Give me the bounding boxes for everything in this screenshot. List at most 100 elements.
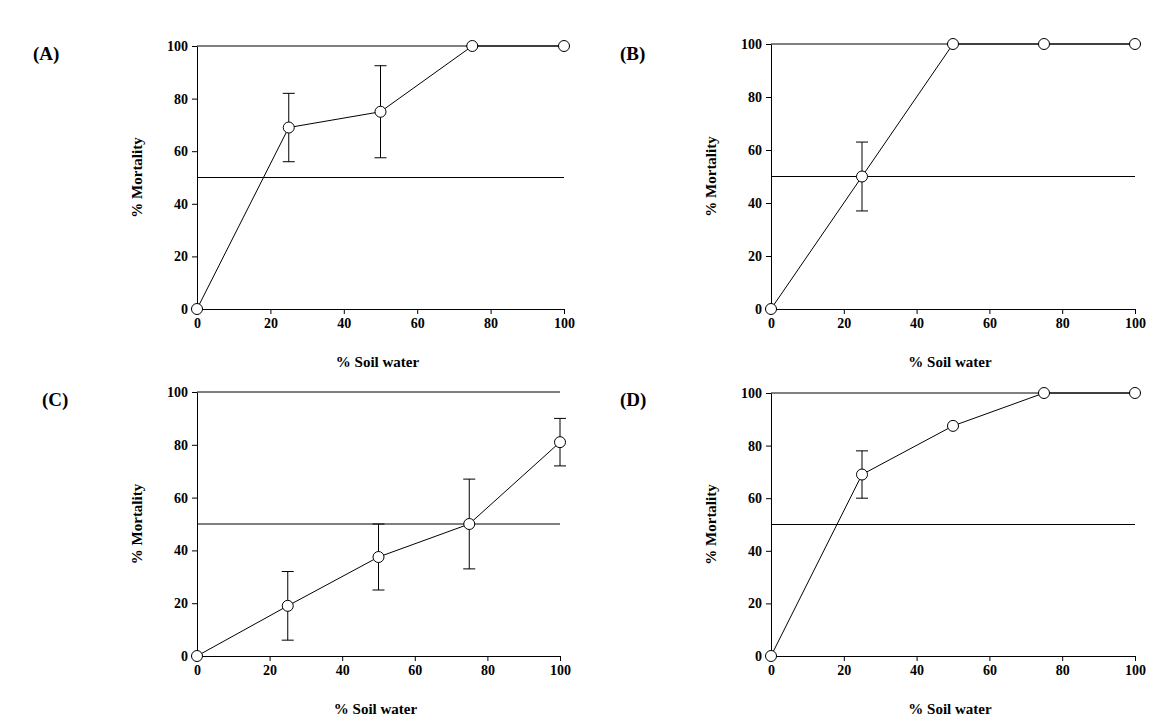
error-bar (375, 66, 387, 158)
tick-mark (487, 656, 488, 661)
tick-label: 100 (1125, 316, 1146, 331)
data-point (467, 41, 478, 52)
error-bar (283, 93, 295, 161)
tick-mark (417, 309, 418, 314)
tick: 20 (837, 309, 851, 331)
tick-mark (766, 393, 771, 394)
error-bar (282, 572, 294, 641)
tick-label: 40 (748, 196, 762, 211)
tick-label: 20 (748, 596, 762, 611)
tick-label: 80 (484, 316, 498, 331)
plot-area (765, 39, 1141, 315)
tick-mark (766, 498, 771, 499)
x-axis-line (198, 656, 561, 657)
tick-label: 20 (264, 316, 278, 331)
error-bar (856, 142, 868, 211)
data-point (766, 304, 777, 315)
tick: 80 (748, 90, 771, 105)
tick-mark (192, 603, 197, 604)
tick-mark (560, 656, 561, 661)
tick-label: 40 (174, 197, 188, 212)
tick: 60 (408, 656, 422, 678)
tick: 100 (1125, 309, 1146, 331)
tick-mark (564, 309, 565, 314)
panel: 020406080100020406080100% Soil water% Mo… (620, 37, 1146, 370)
data-line (197, 46, 564, 309)
threshold-line (771, 176, 1135, 177)
tick-label: 40 (336, 663, 350, 678)
tick: 40 (748, 544, 771, 559)
plot-area (765, 388, 1141, 662)
tick-label: 80 (1056, 316, 1070, 331)
x-axis: 020406080100 (768, 309, 1146, 331)
tick-mark (192, 256, 197, 257)
data-point (1130, 39, 1141, 50)
data-point (857, 469, 868, 480)
tick-mark (766, 256, 771, 257)
tick: 80 (1056, 309, 1070, 331)
tick-label: 80 (1056, 663, 1070, 678)
data-point (766, 651, 777, 662)
tick-label: 40 (337, 316, 351, 331)
data-point (555, 437, 566, 448)
tick: 80 (1056, 656, 1070, 678)
x-axis-title: % Soil water (336, 354, 420, 370)
tick-label: 40 (910, 316, 924, 331)
x-axis-line (772, 656, 1136, 657)
tick-mark (192, 392, 197, 393)
panel-label: (B) (620, 43, 645, 65)
tick-label: 40 (748, 544, 762, 559)
tick: 80 (484, 309, 498, 331)
tick: 100 (741, 37, 771, 52)
tick-label: 80 (174, 92, 188, 107)
panel: 020406080100020406080100% Soil water% Mo… (620, 386, 1146, 717)
plot-frame-top (197, 392, 560, 393)
tick-mark (844, 309, 845, 314)
data-point (1039, 388, 1050, 399)
tick-mark (192, 498, 197, 499)
tick-label: 60 (411, 316, 425, 331)
x-axis-title: % Soil water (908, 701, 992, 717)
tick: 20 (748, 249, 771, 264)
tick-label: 60 (408, 663, 422, 678)
tick-label: 20 (263, 663, 277, 678)
tick-mark (1062, 656, 1063, 661)
figure: 0 20 40 60 80 100 0 20 40 60 80 100 % Soil water % Mo… (0, 0, 1175, 727)
tick: 80 (174, 438, 197, 453)
tick-mark (766, 551, 771, 552)
tick: 60 (748, 143, 771, 158)
tick-mark (1135, 309, 1136, 314)
tick-label: 60 (748, 143, 762, 158)
tick-label: 0 (755, 649, 762, 664)
tick-mark (342, 656, 343, 661)
data-point (1039, 39, 1050, 50)
tick-label: 0 (194, 663, 201, 678)
data-point (375, 106, 386, 117)
tick-mark (766, 603, 771, 604)
tick: 100 (167, 39, 197, 54)
tick-label: 60 (983, 316, 997, 331)
error-bar (463, 479, 475, 569)
tick: 40 (174, 197, 197, 212)
panel: 020406080100020406080100% Soil water% Mo… (42, 385, 571, 717)
tick: 60 (174, 144, 197, 159)
error-bar (554, 418, 566, 466)
tick-label: 100 (167, 385, 188, 400)
tick-mark (192, 46, 197, 47)
tick-label: 100 (167, 39, 188, 54)
tick-label: 60 (174, 491, 188, 506)
tick: 20 (174, 249, 197, 264)
x-axis: 020406080100 (194, 656, 571, 678)
x-axis: 020406080100 (194, 309, 575, 331)
tick: 60 (174, 491, 197, 506)
tick-label: 100 (550, 663, 571, 678)
y-axis-title: % Mortality (129, 137, 145, 218)
tick-mark (491, 309, 492, 314)
tick-label: 20 (837, 316, 851, 331)
tick: 100 (554, 309, 575, 331)
tick: 100 (741, 386, 771, 401)
y-axis: 020406080100 (741, 386, 772, 664)
threshold-line (771, 524, 1135, 525)
tick-mark (1062, 309, 1063, 314)
tick-label: 40 (174, 543, 188, 558)
